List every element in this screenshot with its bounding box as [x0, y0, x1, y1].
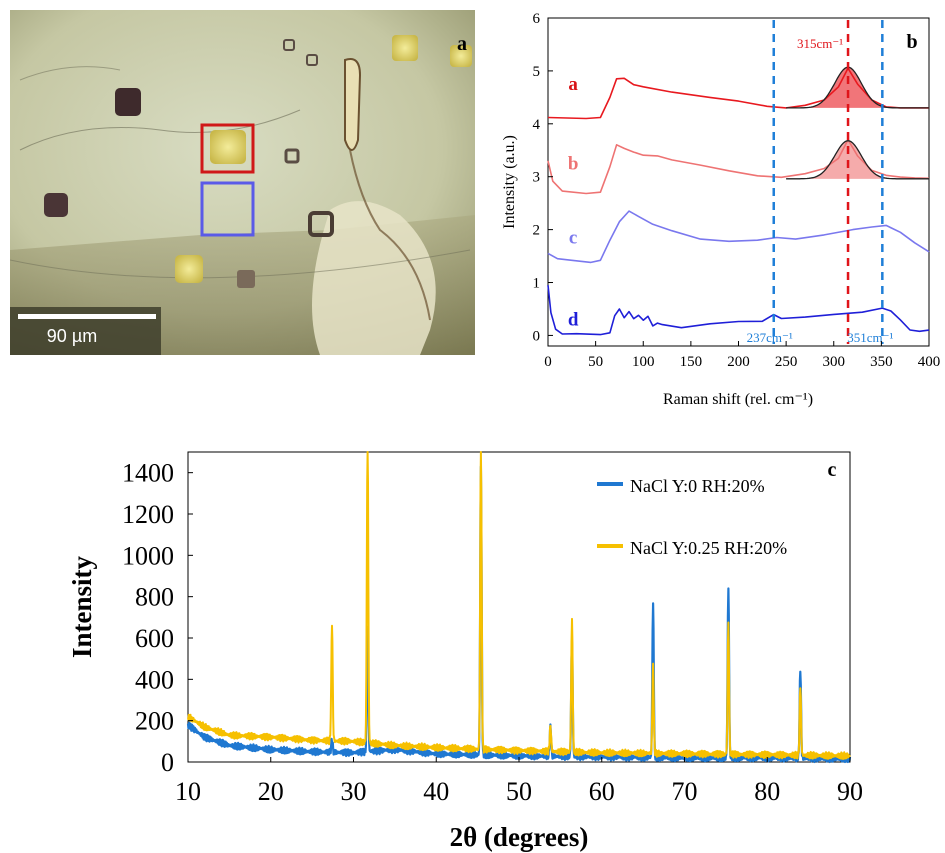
xrd-x-tick-label: 10 [175, 777, 201, 806]
fit-curve-b [786, 140, 929, 180]
peak-fill-a [786, 67, 929, 108]
micrograph-edge-line [19, 109, 301, 151]
curve-label-a: a [568, 74, 578, 95]
peak-fill-b [786, 140, 929, 179]
xrd-x-ticks: 10 20 30 40 50 60 70 80 90 [175, 757, 863, 806]
xrd-legend: NaCl Y:0 RH:20% NaCl Y:0.25 RH:20% [597, 476, 787, 558]
xrd-y-tick-label: 1000 [122, 541, 174, 570]
raman-fit-curves [786, 66, 929, 180]
micrograph-edge-line [19, 66, 121, 81]
raman-curve-labels: a b c d [568, 74, 579, 330]
curve-label-c: c [569, 228, 577, 249]
xrd-x-axis-label: 2θ (degrees) [450, 822, 589, 852]
raman-x-tick-label: 100 [632, 354, 655, 370]
crystal-outline [284, 148, 300, 164]
raman-x-tick-label: 150 [680, 354, 703, 370]
raman-y-tick-label: 2 [533, 223, 541, 239]
raman-y-tick-label: 1 [533, 276, 541, 292]
raman-y-tick-label: 3 [533, 170, 541, 186]
xrd-x-tick-label: 20 [258, 777, 284, 806]
raman-x-tick-label: 300 [823, 354, 846, 370]
crystal-dark [44, 193, 68, 217]
xrd-y-tick-label: 0 [161, 748, 174, 777]
xrd-y-tick-label: 200 [135, 707, 174, 736]
xrd-x-tick-label: 90 [837, 777, 863, 806]
raman-series [547, 67, 930, 336]
fit-curve-a [786, 66, 929, 109]
scale-bar-label: 90 µm [47, 326, 97, 346]
scale-bar [18, 314, 156, 319]
crystal-yellow [175, 255, 203, 283]
raman-y-tick-label: 0 [533, 328, 541, 344]
raman-x-tick-label: 0 [544, 354, 552, 370]
xrd-plot-frame [187, 451, 851, 763]
raman-series-b [547, 138, 930, 195]
xrd-y-tick-label: 600 [135, 624, 174, 653]
raman-series-a [547, 67, 929, 120]
xrd-chart: 10 20 30 40 50 60 70 80 90 0 200 400 600 800 1000 1200… [67, 451, 863, 852]
xrd-y-axis-label: Intensity [67, 555, 97, 658]
crystal-dark [237, 270, 255, 288]
reference-label-237: 237cm⁻¹ [747, 330, 793, 345]
micrograph-crack [349, 149, 431, 321]
xrd-y-tick-label: 1200 [122, 500, 174, 529]
raman-plot-frame [547, 17, 930, 347]
crystal-outline [308, 211, 334, 237]
crystal-yellow [392, 35, 418, 61]
raman-x-ticks: 0 50 100 150 200 250 300 350 400 [544, 341, 940, 370]
xrd-series [186, 451, 852, 764]
blue-selection-box [200, 181, 255, 237]
micrograph-bright-region [312, 201, 436, 355]
micrograph-edge-line [10, 249, 471, 279]
xrd-x-tick-label: 50 [506, 777, 532, 806]
crystal-yellow [210, 130, 246, 164]
xrd-x-tick-label: 30 [341, 777, 367, 806]
xrd-series-y0 [186, 465, 852, 764]
red-selection-box [200, 123, 255, 174]
panel-label-b: b [906, 31, 917, 53]
raman-x-tick-label: 50 [588, 354, 603, 370]
legend-label-y0: NaCl Y:0 RH:20% [630, 476, 765, 496]
xrd-series-y025 [187, 451, 851, 760]
xrd-y-tick-label: 400 [135, 665, 174, 694]
xrd-x-tick-label: 70 [672, 777, 698, 806]
micrograph-panel: 90 µm a [10, 10, 475, 355]
reference-label-351: 351cm⁻¹ [847, 330, 893, 345]
crystal-outline [283, 39, 295, 51]
panel-label-a: a [457, 33, 467, 55]
crystal-outline [306, 54, 318, 66]
raman-y-ticks: 0 1 2 3 4 5 6 [533, 11, 553, 344]
xrd-x-tick-label: 60 [589, 777, 615, 806]
raman-x-tick-label: 350 [870, 354, 893, 370]
reference-label-315: 315cm⁻¹ [797, 36, 843, 51]
micrograph-rod [344, 58, 362, 151]
curve-label-b: b [568, 153, 579, 174]
crystal-yellow [450, 45, 472, 67]
raman-x-tick-label: 250 [775, 354, 798, 370]
crystal-dark [115, 88, 141, 116]
legend-label-y025: NaCl Y:0.25 RH:20% [630, 538, 787, 558]
raman-x-tick-label: 200 [727, 354, 750, 370]
raman-y-axis-label: Intensity (a.u.) [501, 135, 518, 229]
curve-label-d: d [568, 310, 579, 331]
panel-label-c: c [828, 459, 837, 481]
raman-reference-lines: 237cm⁻¹ 315cm⁻¹ 351cm⁻¹ [747, 20, 893, 345]
raman-x-tick-label: 400 [918, 354, 941, 370]
xrd-y-tick-label: 1400 [122, 459, 174, 488]
raman-x-axis-label: Raman shift (rel. cm⁻¹) [663, 391, 813, 408]
raman-y-tick-label: 5 [533, 64, 541, 80]
raman-series-d [547, 285, 930, 336]
raman-peak-fills [786, 67, 929, 179]
xrd-x-tick-label: 80 [754, 777, 780, 806]
raman-y-tick-label: 6 [533, 11, 541, 27]
xrd-y-ticks: 0 200 400 600 800 1000 1200 1400 [122, 459, 193, 777]
raman-y-tick-label: 4 [533, 117, 541, 133]
xrd-y-tick-label: 800 [135, 583, 174, 612]
raman-series-c [547, 210, 930, 264]
xrd-x-tick-label: 40 [423, 777, 449, 806]
